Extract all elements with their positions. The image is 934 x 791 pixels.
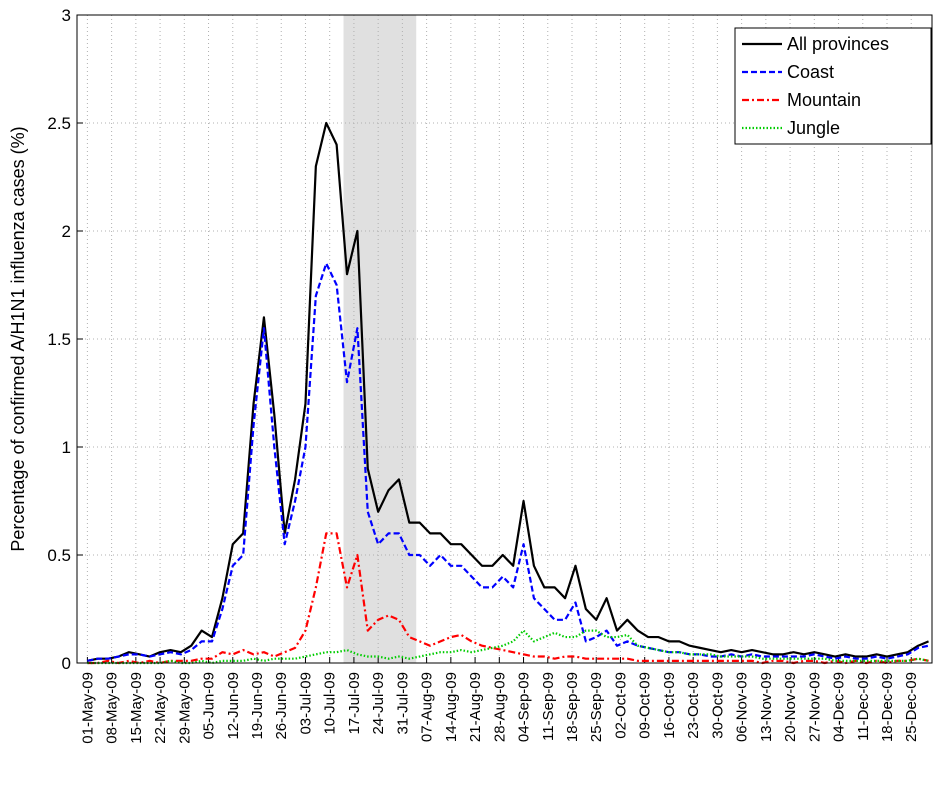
y-tick-label: 2.5 [47, 114, 71, 133]
legend: All provinces Coast Mountain Jungle [734, 27, 932, 145]
x-tick-label: 08-May-09 [104, 672, 121, 744]
x-tick-label: 23-Oct-09 [685, 672, 702, 739]
y-tick-label: 1 [62, 438, 71, 457]
x-tick-label: 26-Jun-09 [273, 672, 290, 740]
x-tick-label: 19-Jun-09 [249, 672, 266, 740]
legend-label: Jungle [787, 118, 840, 138]
series-line [87, 262, 929, 662]
x-tick-label: 11-Dec-09 [855, 672, 872, 741]
y-axis-label: Percentage of confirmed A/H1N1 influenza… [8, 126, 28, 551]
x-tick-label: 04-Sep-09 [516, 672, 533, 742]
x-tick-label: 24-Jul-09 [370, 672, 387, 735]
x-tick-label: 20-Nov-09 [782, 672, 799, 742]
legend-box [734, 27, 932, 145]
x-tick-label: 13-Nov-09 [758, 672, 775, 742]
x-tick-label: 15-May-09 [128, 672, 145, 744]
x-tick-label: 18-Sep-09 [564, 672, 581, 742]
x-tick-label: 29-May-09 [176, 672, 193, 744]
y-tick-label: 0.5 [47, 546, 71, 565]
y-tick-label: 2 [62, 222, 71, 241]
x-tick-label: 17-Jul-09 [346, 672, 363, 735]
x-tick-label: 14-Aug-09 [443, 672, 460, 742]
x-tick-label: 27-Nov-09 [806, 672, 823, 742]
x-tick-label: 04-Dec-09 [831, 672, 848, 742]
x-tick-label: 12-Jun-09 [225, 672, 242, 740]
legend-label: Coast [787, 62, 834, 82]
x-tick-label: 05-Jun-09 [201, 672, 218, 740]
x-tick-label: 25-Sep-09 [588, 672, 605, 742]
x-tick-label: 01-May-09 [79, 672, 96, 744]
x-tick-label: 30-Oct-09 [709, 672, 726, 739]
x-tick-label: 06-Nov-09 [734, 672, 751, 742]
x-tick-label: 21-Aug-09 [467, 672, 484, 742]
x-tick-label: 09-Oct-09 [637, 672, 654, 739]
x-tick-label: 02-Oct-09 [612, 672, 629, 739]
x-tick-label: 11-Sep-09 [540, 672, 557, 741]
x-tick-label: 03-Jul-09 [297, 672, 314, 735]
y-tick-label: 3 [62, 6, 71, 25]
x-tick-label: 25-Dec-09 [903, 672, 920, 742]
x-tick-label: 22-May-09 [152, 672, 169, 744]
series-line [87, 629, 929, 665]
x-tick-label: 16-Oct-09 [661, 672, 678, 739]
y-tick-label: 0 [62, 654, 71, 673]
legend-label: All provinces [787, 34, 889, 54]
y-tick-label: 1.5 [47, 330, 71, 349]
x-tick-label: 31-Jul-09 [394, 672, 411, 735]
legend-label: Mountain [787, 90, 861, 110]
x-tick-label: 28-Aug-09 [491, 672, 508, 742]
series-line [87, 121, 929, 662]
x-tick-label: 07-Aug-09 [419, 672, 436, 742]
plot-frame [76, 14, 933, 664]
x-tick-label: 18-Dec-09 [879, 672, 896, 742]
x-tick-label: 10-Jul-09 [322, 672, 339, 735]
